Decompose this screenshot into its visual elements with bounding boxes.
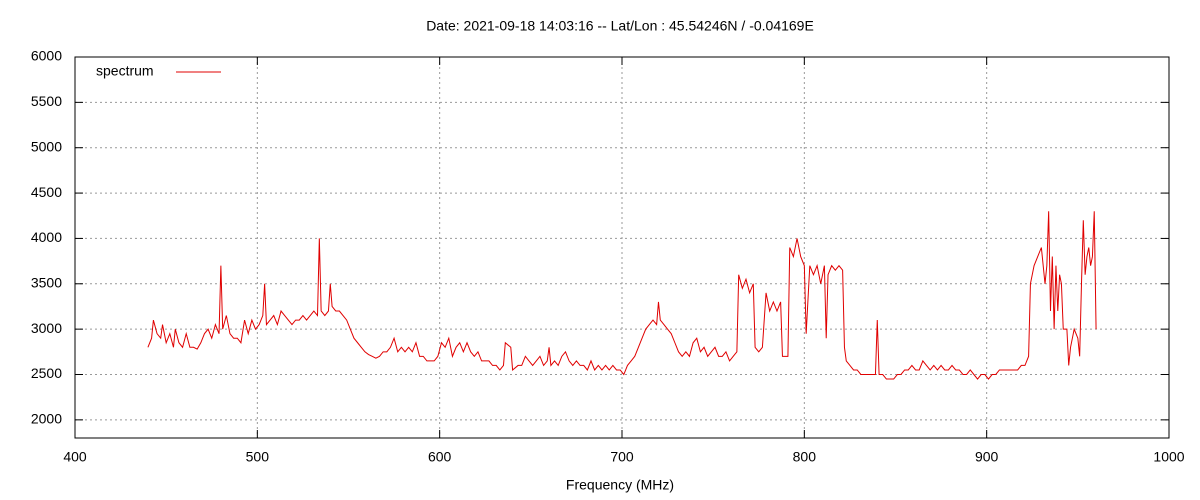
- x-tick-label: 900: [975, 449, 999, 465]
- x-tick-label: 700: [610, 449, 634, 465]
- y-tick-label: 5500: [31, 93, 62, 109]
- plot-frame: [74, 56, 1170, 439]
- x-tick-label: 1000: [1153, 449, 1184, 465]
- y-tick-label: 3500: [31, 274, 62, 290]
- y-tick-label: 2000: [31, 411, 62, 427]
- y-tick-label: 2500: [31, 365, 62, 381]
- y-tick-label: 4500: [31, 184, 62, 200]
- y-tick-label: 3000: [31, 320, 62, 336]
- x-tick-label: 600: [428, 449, 452, 465]
- y-tick-label: 5000: [31, 138, 62, 154]
- chart-title: Date: 2021-09-18 14:03:16 -- Lat/Lon : 4…: [426, 18, 814, 34]
- x-axis-label: Frequency (MHz): [566, 477, 674, 493]
- legend-label: spectrum: [96, 63, 154, 79]
- y-tick-label: 6000: [31, 48, 62, 64]
- x-tick-label: 400: [63, 449, 87, 465]
- series-line: [147, 211, 1097, 380]
- x-tick-label: 800: [793, 449, 817, 465]
- y-tick-label: 4000: [31, 229, 62, 245]
- x-tick-label: 500: [246, 449, 270, 465]
